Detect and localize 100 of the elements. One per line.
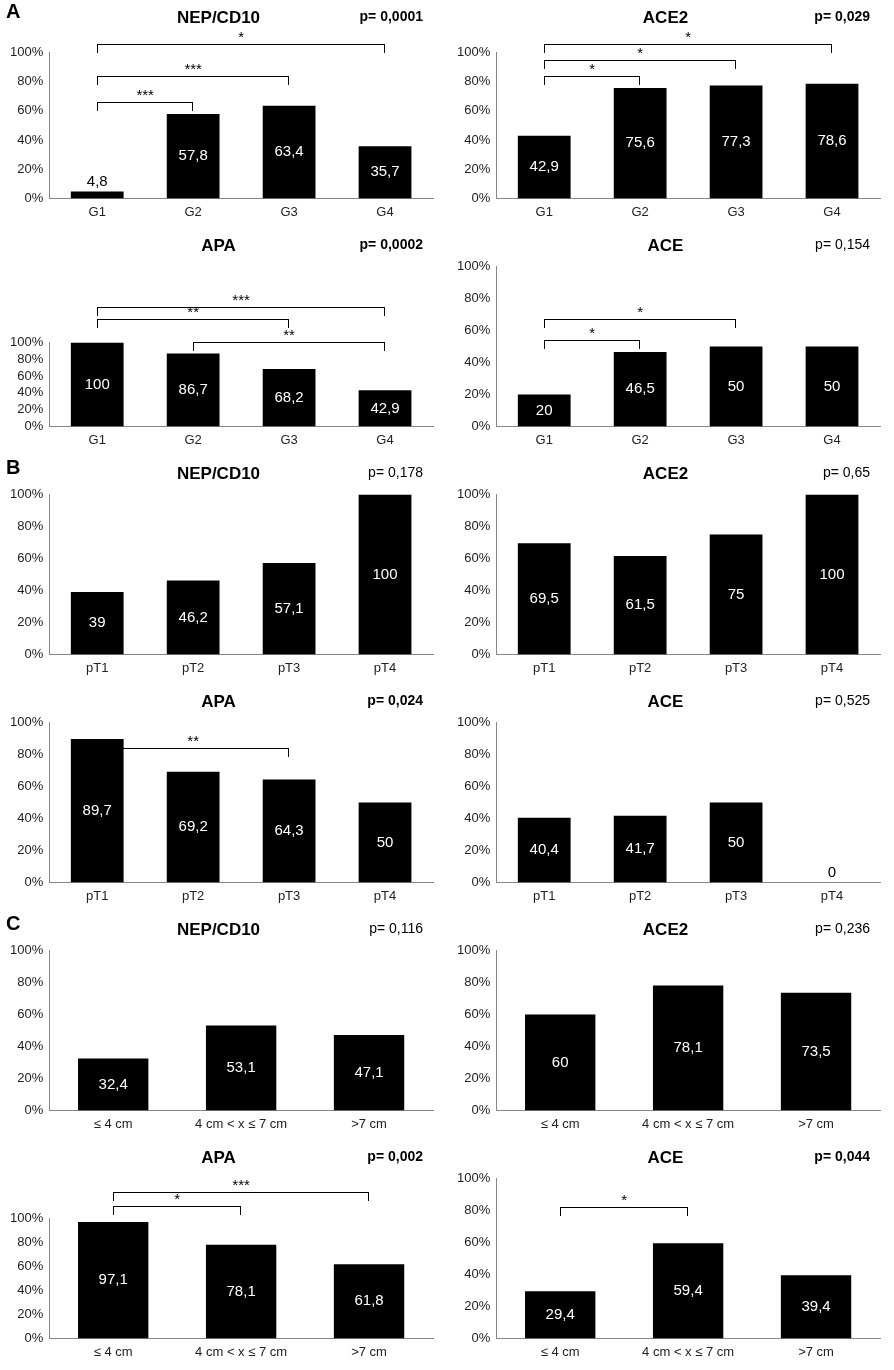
y-tick-label: 40% [17, 809, 44, 825]
y-tick-label: 0% [471, 645, 491, 661]
data-label: 42,9 [370, 398, 400, 416]
y-tick-label: 0% [471, 189, 491, 205]
bar [709, 534, 763, 655]
bar [517, 543, 571, 655]
x-tick-label: G2 [631, 431, 649, 447]
annotation: * [588, 59, 597, 77]
bar [709, 85, 763, 199]
bar [358, 390, 412, 427]
x-tick-label: pT3 [277, 659, 301, 675]
chart-title: NEP/CD10 [176, 7, 261, 27]
x-tick-label: G1 [535, 431, 553, 447]
x-tick-label: >7 cm [798, 1343, 834, 1359]
text: p= 0,154 [815, 236, 870, 252]
annotation: * [588, 324, 597, 341]
y-tick-label: 100% [10, 713, 44, 729]
bar [166, 771, 220, 883]
x-tick-label: G3 [727, 431, 745, 447]
bar [613, 556, 667, 655]
data-label: 40,4 [529, 840, 559, 858]
data-label: 59,4 [673, 1281, 703, 1299]
y-tick-label: 60% [17, 367, 44, 383]
chart-title: ACE [647, 235, 684, 255]
y-tick-label: 40% [464, 809, 491, 825]
text: p= 0,0002 [359, 236, 423, 252]
data-label: 53,1 [226, 1058, 256, 1076]
y-tick-label: 20% [464, 1069, 491, 1085]
y-tick-label: 100% [10, 941, 44, 957]
bar [70, 592, 124, 655]
data-label: 100 [84, 374, 110, 392]
bar [525, 1291, 596, 1339]
data-label: 68,2 [274, 387, 304, 405]
x-tick-label: pT1 [86, 659, 109, 675]
text: p= 0,024 [367, 692, 423, 708]
y-tick-label: 0% [24, 645, 44, 661]
y-tick-label: 20% [464, 1297, 491, 1313]
bar [805, 346, 859, 427]
bar [166, 580, 220, 655]
bar [70, 191, 124, 199]
y-tick-label: 80% [464, 517, 491, 533]
y-tick-label: 80% [17, 973, 44, 989]
x-tick-label: 4 cm < x ≤ 7 cm [195, 1343, 288, 1359]
y-tick-label: 60% [17, 1257, 44, 1273]
x-tick-label: pT2 [181, 887, 205, 903]
bar [205, 1025, 277, 1111]
y-tick-label: 80% [464, 973, 491, 989]
bar [517, 817, 571, 883]
x-tick-label: G3 [727, 203, 745, 219]
x-tick-label: pT3 [277, 887, 301, 903]
bar [358, 146, 412, 199]
y-tick-label: 40% [464, 131, 491, 147]
y-tick-label: 40% [17, 131, 44, 147]
data-label: 78,1 [673, 1038, 703, 1056]
data-label: 46,5 [625, 379, 655, 397]
data-label: 64,3 [274, 821, 304, 839]
y-tick-label: 40% [17, 384, 44, 400]
text: p= 0,525 [815, 692, 870, 708]
y-tick-label: 20% [17, 160, 44, 176]
y-tick-label: 0% [24, 417, 44, 433]
x-tick-label: >7 cm [798, 1115, 834, 1131]
data-label: 20 [535, 400, 553, 418]
text: p= 0,65 [822, 464, 870, 480]
bar [333, 1035, 405, 1111]
chart-title: NEP/CD10 [176, 919, 261, 939]
y-tick-label: 20% [17, 613, 44, 629]
annotation: *** [183, 59, 203, 77]
x-tick-label: G2 [631, 203, 649, 219]
y-tick-label: 100% [457, 941, 491, 957]
y-tick-label: 0% [471, 417, 491, 433]
y-tick-label: 0% [24, 189, 44, 205]
x-tick-label: pT2 [628, 887, 652, 903]
chart-title: NEP/CD10 [176, 463, 261, 483]
text: *** [231, 1176, 251, 1193]
y-tick-label: 80% [17, 1233, 44, 1249]
data-label: 57,8 [178, 146, 208, 164]
chart-title: APA [201, 691, 236, 711]
y-tick-label: 80% [17, 745, 44, 761]
text: p= 0,0001 [359, 8, 423, 24]
bar [613, 88, 667, 199]
y-tick-label: 80% [17, 350, 44, 366]
x-tick-label: G4 [823, 203, 841, 219]
y-tick-label: 40% [464, 1037, 491, 1053]
chart-title: ACE2 [642, 7, 689, 27]
bar [652, 1243, 724, 1339]
y-tick-label: 40% [17, 581, 44, 597]
chart-title: ACE [647, 1147, 684, 1167]
y-tick-label: 60% [464, 549, 491, 565]
data-label: 0 [827, 862, 837, 880]
text: * [237, 27, 246, 45]
y-tick-label: 60% [464, 102, 491, 118]
x-tick-label: pT4 [820, 659, 844, 675]
bar [166, 114, 220, 199]
y-tick-label: 100% [10, 1209, 44, 1225]
y-tick-label: 100% [10, 333, 44, 349]
y-tick-label: 20% [464, 160, 491, 176]
y-tick-label: 100% [10, 43, 44, 59]
y-tick-label: 60% [17, 549, 44, 565]
data-label: 63,4 [274, 142, 304, 160]
data-label: 69,5 [529, 588, 559, 606]
